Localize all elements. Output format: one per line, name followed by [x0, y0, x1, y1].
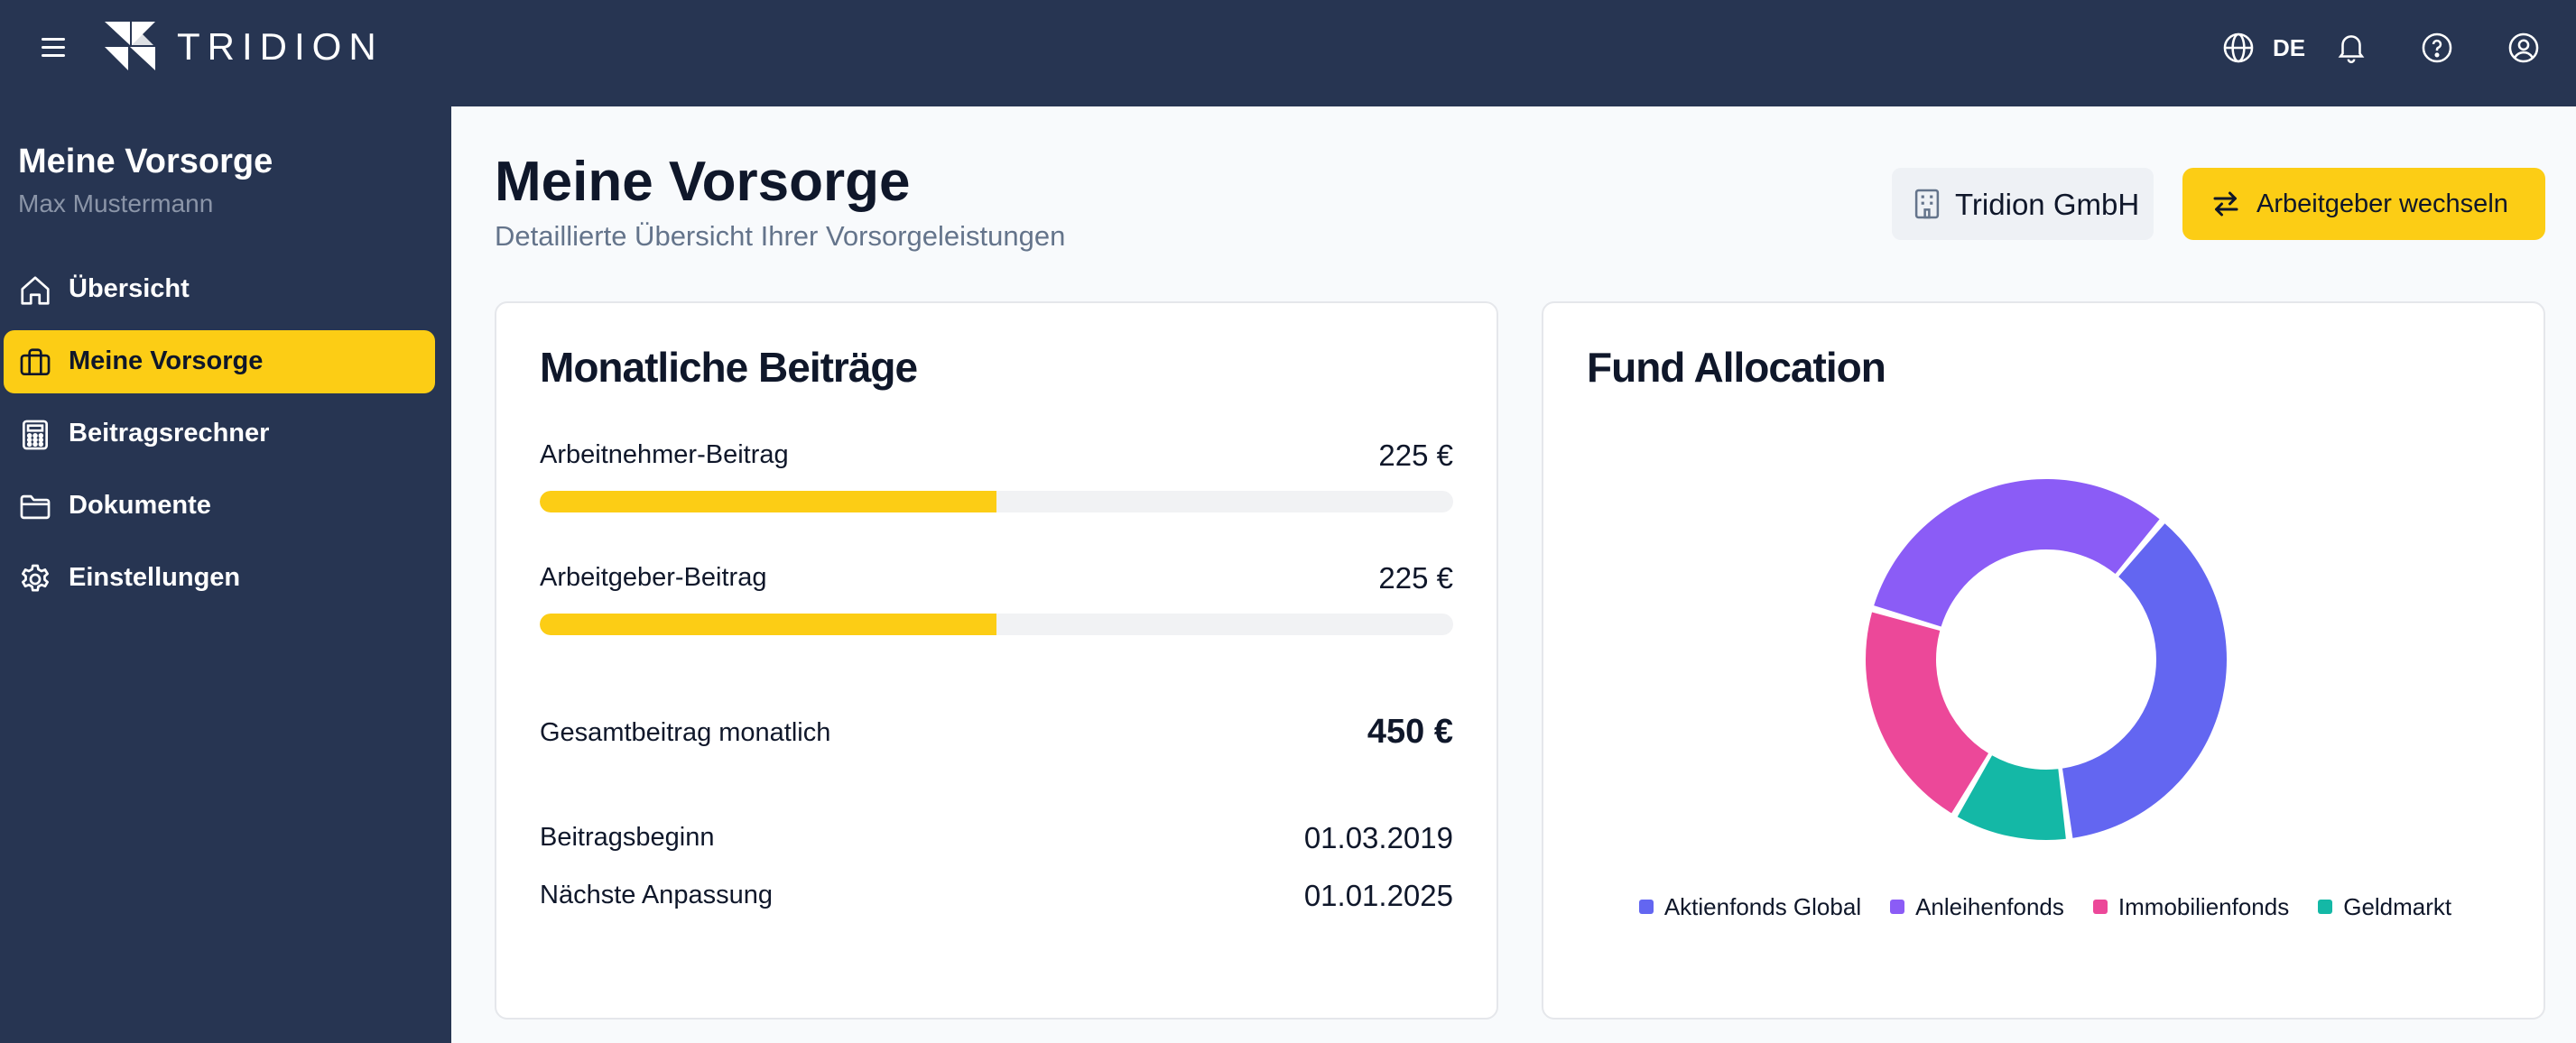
- switch-employer-label: Arbeitgeber wechseln: [2256, 189, 2508, 218]
- sidebar-item-label: Übersicht: [69, 274, 190, 303]
- donut-slice-aktienfonds-global[interactable]: [2062, 523, 2227, 838]
- user-account-icon[interactable]: [2507, 31, 2541, 65]
- legend-item[interactable]: Anleihenfonds: [1890, 893, 2064, 921]
- fund-allocation-title: Fund Allocation: [1587, 344, 1886, 391]
- folder-icon: [20, 494, 51, 520]
- employee-contribution-label: Arbeitnehmer-Beitrag: [540, 440, 789, 469]
- sidebar-item-dokumente[interactable]: Dokumente: [4, 475, 435, 538]
- next-adjustment-value: 01.01.2025: [1303, 879, 1453, 912]
- briefcase-icon: [20, 348, 51, 376]
- fund-allocation-donut-chart: [1866, 479, 2227, 840]
- employer-contribution-bar-fill: [540, 614, 996, 635]
- sidebar-item-label: Dokumente: [69, 491, 211, 520]
- contribution-start-value: 01.03.2019: [1303, 821, 1453, 854]
- legend-label: Immobilienfonds: [2117, 893, 2290, 920]
- brand-name: TRIDION: [177, 25, 384, 68]
- donut-slice-immobilienfonds[interactable]: [1866, 612, 1989, 814]
- top-bar: TRIDION DE: [0, 0, 2576, 106]
- employer-contribution-label: Arbeitgeber-Beitrag: [540, 563, 767, 592]
- fund-allocation-card: Fund Allocation Aktienfonds Global Anleih…: [1542, 301, 2545, 1020]
- legend-item[interactable]: Geldmarkt: [2318, 893, 2451, 921]
- total-contribution-label: Gesamtbeitrag monatlich: [540, 718, 831, 747]
- gear-icon: [22, 564, 49, 592]
- donut-slice-geldmarkt[interactable]: [1957, 755, 2066, 840]
- language-switch[interactable]: DE: [2273, 34, 2306, 61]
- sidebar-item-einstellungen[interactable]: Einstellungen: [4, 547, 435, 610]
- sidebar-item-meine-vorsorge[interactable]: Meine Vorsorge: [4, 330, 435, 393]
- home-icon: [21, 276, 50, 305]
- legend-swatch: [2318, 900, 2333, 914]
- employer-contribution-bar: [540, 614, 1453, 635]
- contributions-title: Monatliche Beiträge: [540, 344, 918, 391]
- employee-contribution-bar: [540, 491, 1453, 512]
- employee-contribution-bar-fill: [540, 491, 996, 512]
- legend-label: Geldmarkt: [2343, 893, 2452, 920]
- sidebar-title: Meine Vorsorge: [18, 143, 273, 180]
- current-employer: Tridion GmbH: [1892, 168, 2154, 240]
- total-contribution-value: 450 €: [1367, 713, 1453, 751]
- legend-swatch: [1638, 900, 1654, 914]
- fund-allocation-legend: Aktienfonds Global Anleihenfonds Immobilie…: [1543, 893, 2547, 921]
- menu-icon[interactable]: [42, 38, 65, 58]
- building-icon: [1914, 189, 1940, 219]
- legend-swatch: [1890, 900, 1905, 914]
- contribution-start-label: Beitragsbeginn: [540, 823, 715, 852]
- sidebar-item-beitragsrechner[interactable]: Beitragsrechner: [4, 402, 435, 466]
- sidebar-item-label: Beitragsrechner: [69, 419, 270, 448]
- legend-item[interactable]: Aktienfonds Global: [1638, 893, 1862, 921]
- bell-icon[interactable]: [2334, 31, 2368, 65]
- employer-contribution-value: 225 €: [1378, 561, 1453, 595]
- legend-swatch: [2092, 900, 2108, 914]
- sidebar: Meine Vorsorge Max Mustermann Übersicht …: [0, 106, 451, 1043]
- help-icon[interactable]: [2420, 31, 2454, 65]
- tridion-logo-icon: [105, 22, 155, 70]
- legend-label: Aktienfonds Global: [1663, 893, 1862, 920]
- contributions-card: Monatliche Beiträge Arbeitnehmer-Beitrag…: [495, 301, 1498, 1020]
- page-title: Meine Vorsorge: [495, 151, 911, 213]
- sidebar-item-label: Einstellungen: [69, 563, 241, 592]
- sidebar-user-name: Max Mustermann: [18, 189, 214, 217]
- legend-label: Anleihenfonds: [1915, 893, 2064, 920]
- employer-name: Tridion GmbH: [1955, 188, 2140, 221]
- legend-item[interactable]: Immobilienfonds: [2092, 893, 2290, 921]
- swap-icon: [2213, 191, 2238, 217]
- page-subtitle: Detaillierte Übersicht Ihrer Vorsorgelei…: [495, 220, 1066, 252]
- globe-icon[interactable]: [2221, 31, 2256, 65]
- donut-slice-anleihenfonds[interactable]: [1874, 479, 2160, 627]
- calculator-icon: [22, 420, 49, 450]
- employee-contribution-value: 225 €: [1378, 438, 1453, 472]
- sidebar-item-uebersicht[interactable]: Übersicht: [4, 258, 435, 321]
- sidebar-item-label: Meine Vorsorge: [69, 346, 264, 375]
- next-adjustment-label: Nächste Anpassung: [540, 881, 773, 909]
- switch-employer-button[interactable]: Arbeitgeber wechseln: [2182, 168, 2545, 240]
